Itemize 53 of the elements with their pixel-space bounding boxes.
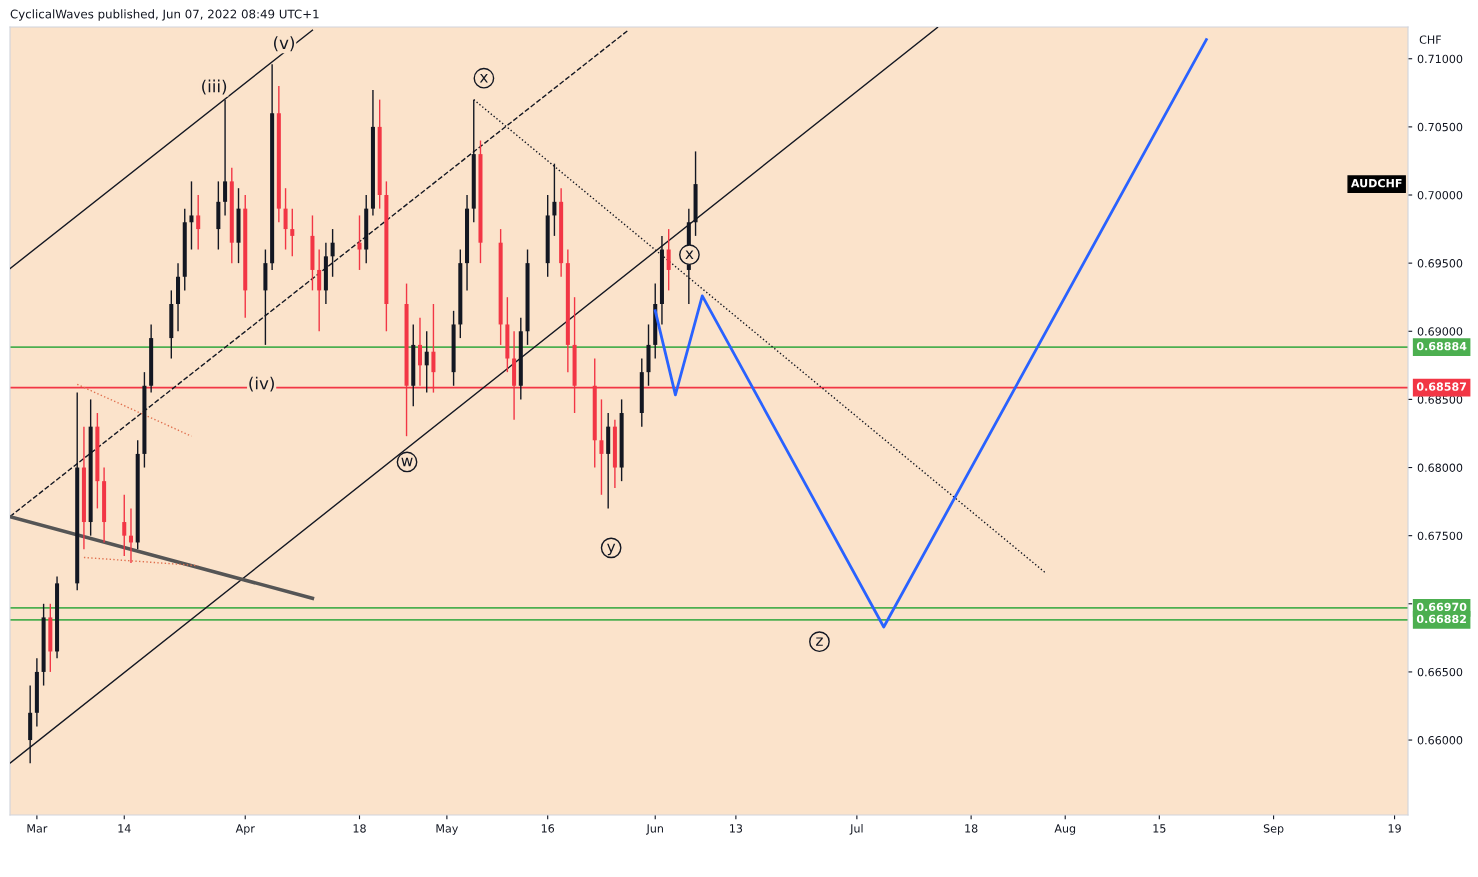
x-tick-label: Apr xyxy=(235,824,255,835)
candlestick xyxy=(330,228,335,278)
y-tick-label: 0.68500 xyxy=(1417,395,1463,404)
x-tick-label: 13 xyxy=(730,824,743,833)
candlestick xyxy=(283,187,288,251)
x-tick-label: Sep xyxy=(1263,824,1284,835)
y-tick-label: 0.68000 xyxy=(1417,463,1463,472)
x-tick-label: 18 xyxy=(965,824,978,833)
y-tick-label: 0.69500 xyxy=(1417,259,1463,268)
candlestick xyxy=(189,180,194,251)
y-tick-label: 0.70500 xyxy=(1417,122,1463,132)
x-tick-label: 19 xyxy=(1388,824,1401,833)
candlestick xyxy=(317,248,322,332)
y-tick-label: 0.66000 xyxy=(1417,736,1463,745)
candlestick xyxy=(122,494,127,557)
annotation: x xyxy=(685,250,694,259)
x-tick-label: 15 xyxy=(1153,824,1166,833)
candlestick xyxy=(223,98,228,217)
chart-title: CyclicalWaves published, Jun 07, 2022 08:49 UTC+1 xyxy=(10,9,319,21)
candlestick xyxy=(424,330,429,394)
candlestick xyxy=(290,207,295,258)
annotation: y xyxy=(607,543,616,556)
y-tick-label: 0.70000 xyxy=(1417,190,1463,200)
ref-line-label: 0.66970 xyxy=(1416,602,1467,612)
x-tick-label: 14 xyxy=(118,824,131,833)
annotation: (iv) xyxy=(249,376,274,392)
annotation: x xyxy=(479,74,488,83)
annotation: w xyxy=(401,457,413,467)
line-series xyxy=(653,38,1208,629)
candlestick xyxy=(357,214,362,271)
annotation: (iii) xyxy=(202,79,227,95)
candlestick xyxy=(196,194,201,251)
x-tick-label: 16 xyxy=(541,824,555,833)
x-tick-label: Aug xyxy=(1054,824,1076,835)
y-tick-label: 0.67500 xyxy=(1417,531,1463,541)
y-tick-label: 0.69000 xyxy=(1417,327,1463,336)
y-tick-label: 0.71000 xyxy=(1417,54,1463,64)
annotation: z xyxy=(816,637,823,646)
ref-line-label: 0.68587 xyxy=(1416,382,1467,391)
x-tick-label: 18 xyxy=(353,824,366,833)
candlestick xyxy=(666,228,671,292)
candlestick xyxy=(552,162,557,237)
y-axis-title: CHF xyxy=(1419,35,1441,44)
ref-line-label: 0.66882 xyxy=(1416,614,1466,624)
annotation: (v) xyxy=(274,36,295,52)
ref-line-label: 0.68884 xyxy=(1416,341,1467,351)
x-tick-label: Jul xyxy=(849,824,863,835)
x-tick-label: May xyxy=(436,824,459,835)
y-tick-label: 0.66500 xyxy=(1417,667,1463,677)
candlestick xyxy=(599,398,604,496)
x-tick-label: Jun xyxy=(645,824,663,835)
annotation: AUDCHF xyxy=(1350,178,1402,188)
x-tick-label: Mar xyxy=(27,824,48,833)
